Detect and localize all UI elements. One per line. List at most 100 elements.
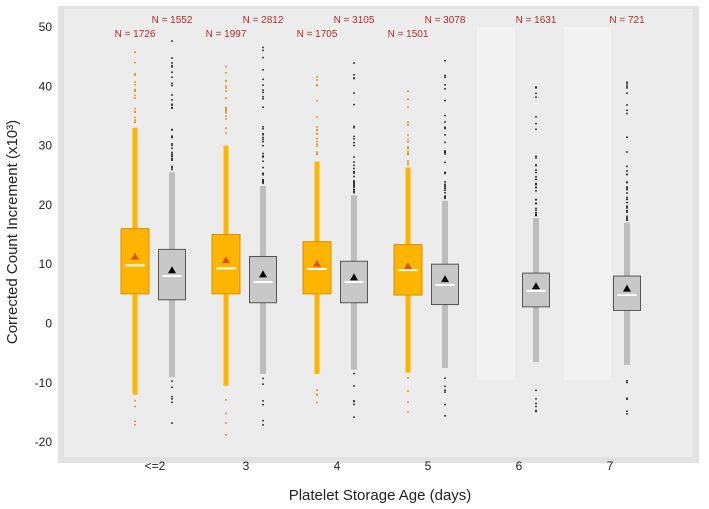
outlier-point — [407, 153, 409, 156]
outlier-point — [626, 198, 628, 201]
outlier-point — [353, 135, 355, 138]
outlier-point — [262, 173, 264, 176]
outlier-point — [444, 183, 446, 186]
outlier-point — [407, 138, 409, 141]
outlier-point — [444, 84, 446, 86]
outlier-point — [134, 61, 136, 64]
outlier-point — [134, 73, 136, 75]
outlier-point — [262, 419, 264, 422]
outlier-point — [262, 106, 264, 109]
box-orange-3 — [211, 234, 241, 295]
outlier-point — [407, 106, 409, 108]
outlier-point — [262, 84, 264, 86]
outlier-point — [134, 97, 136, 100]
outlier-point — [316, 132, 318, 135]
outlier-point — [353, 170, 355, 173]
outlier-point — [535, 211, 537, 214]
n-label-gray-7: N = 721 — [609, 15, 645, 26]
outlier-point — [171, 82, 173, 85]
outlier-point — [316, 85, 318, 87]
outlier-point — [535, 405, 537, 408]
x-axis-label: Platelet Storage Age (days) — [289, 487, 472, 504]
outlier-point — [353, 188, 355, 191]
outlier-point — [134, 121, 136, 124]
n-label-orange-5: N = 1501 — [388, 29, 429, 40]
outlier-point — [626, 81, 628, 84]
outlier-point — [262, 377, 264, 380]
outlier-point — [407, 401, 409, 403]
outlier-point — [353, 125, 355, 128]
mean-marker-gray-3 — [259, 270, 267, 278]
outlier-point — [626, 207, 628, 209]
x-tick-label: <=2 — [145, 459, 166, 473]
boxes — [120, 127, 641, 395]
outlier-point — [171, 166, 173, 169]
outlier-point — [626, 192, 628, 194]
outlier-point — [444, 391, 446, 393]
outlier-point — [171, 84, 173, 87]
outlier-point — [225, 132, 227, 134]
outlier-point — [171, 135, 173, 137]
outlier-point — [444, 181, 446, 183]
y-tick-label: -10 — [35, 376, 53, 390]
outlier-point — [262, 383, 264, 385]
outlier-point — [225, 433, 227, 436]
outlier-point — [171, 144, 173, 147]
outlier-point — [444, 191, 446, 194]
x-tick-label: 6 — [516, 459, 523, 473]
outlier-point — [444, 114, 446, 117]
outlier-point — [444, 141, 446, 144]
outlier-point — [171, 153, 173, 155]
outlier-point — [626, 188, 628, 191]
y-tick-label: 20 — [39, 198, 53, 212]
outlier-point — [225, 85, 227, 87]
outlier-point — [407, 90, 409, 92]
mean-marker-orange-2 — [131, 252, 139, 260]
outlier-point — [262, 179, 264, 181]
outlier-point — [407, 152, 409, 155]
outlier-point — [353, 164, 355, 167]
outlier-point — [225, 399, 227, 401]
mean-marker-orange-3 — [222, 256, 230, 264]
outlier-point — [134, 119, 136, 122]
x-tick-label: 3 — [243, 459, 250, 473]
outlier-point — [626, 398, 628, 401]
outlier-point — [444, 389, 446, 392]
outlier-point — [262, 49, 264, 52]
outlier-point — [626, 413, 628, 415]
outlier-point — [262, 91, 264, 94]
outlier-point — [225, 127, 227, 130]
outlier-points — [134, 40, 628, 436]
mean-marker-orange-5 — [404, 262, 412, 270]
outlier-point — [353, 73, 355, 76]
outlier-point — [444, 127, 446, 130]
outlier-point — [626, 170, 628, 172]
outlier-point — [535, 398, 537, 400]
outlier-point — [535, 96, 537, 99]
outlier-point — [407, 377, 409, 379]
outlier-point — [626, 201, 628, 204]
outlier-point — [171, 158, 173, 161]
n-label-orange-4: N = 1705 — [297, 29, 338, 40]
y-tick-label: 50 — [39, 20, 53, 34]
outlier-point — [626, 218, 628, 220]
outlier-point — [407, 390, 409, 392]
mean-marker-gray-7 — [623, 284, 631, 292]
outlier-point — [626, 196, 628, 199]
n-labels: N = 1726 N = 1997 N = 1705 N = 1501 N = 1552… — [115, 15, 646, 40]
outlier-point — [353, 77, 355, 80]
outlier-point — [626, 181, 628, 183]
x-tick-label: 4 — [334, 459, 341, 473]
outlier-point — [316, 137, 318, 140]
mean-marker-orange-4 — [313, 259, 321, 267]
outlier-point — [535, 409, 537, 412]
outlier-point — [353, 400, 355, 402]
outlier-point — [353, 156, 355, 158]
outlier-point — [626, 151, 628, 153]
outlier-point — [171, 136, 173, 139]
x-tick-label: 7 — [607, 459, 614, 473]
outlier-point — [262, 136, 264, 139]
outlier-point — [444, 195, 446, 198]
outlier-point — [444, 377, 446, 380]
outlier-point — [171, 155, 173, 157]
